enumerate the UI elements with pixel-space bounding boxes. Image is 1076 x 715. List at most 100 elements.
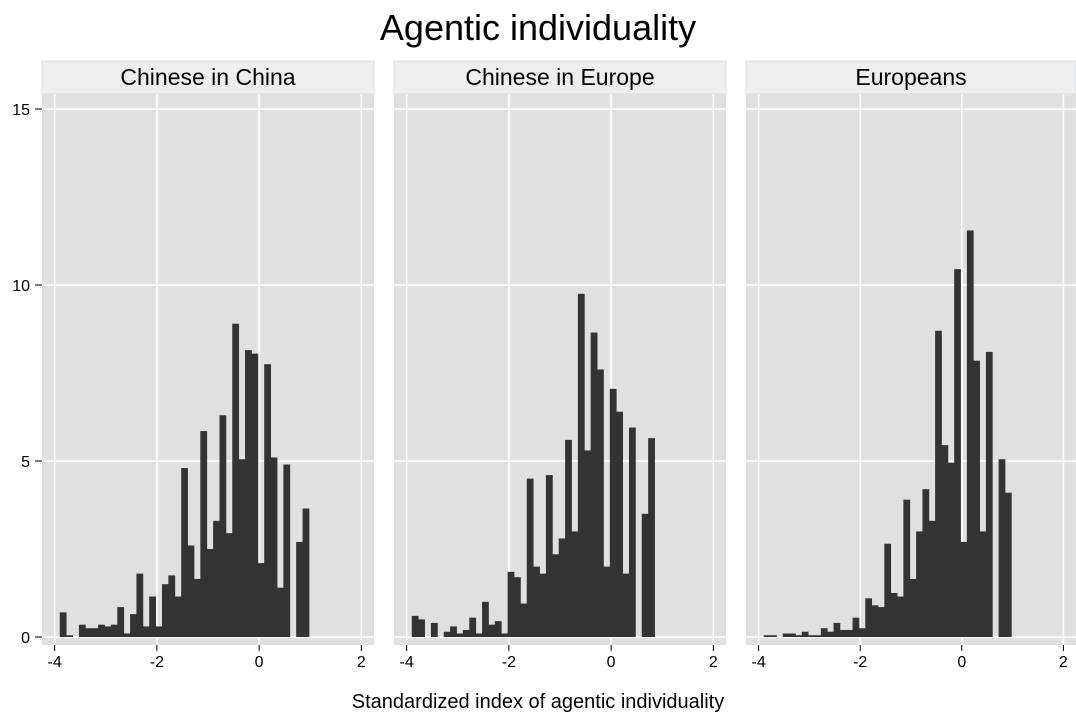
histogram-bar	[78, 624, 86, 637]
histogram-bar	[852, 617, 860, 637]
histogram-bar	[232, 323, 240, 637]
histogram-bar	[418, 619, 425, 637]
x-tick-label: -2	[502, 654, 516, 671]
histogram-bar	[609, 388, 617, 637]
chart-title: Agentic individuality	[380, 7, 696, 48]
histogram-bar	[903, 499, 911, 637]
histogram-bar	[865, 598, 873, 637]
histogram-bar	[245, 350, 252, 637]
x-tick-label: -4	[752, 654, 766, 671]
histogram-bar	[616, 411, 624, 637]
histogram-bar	[117, 607, 125, 637]
histogram-bar	[545, 475, 553, 637]
histogram-bar	[59, 612, 67, 637]
histogram-bar	[897, 596, 904, 637]
histogram-bar	[526, 478, 534, 637]
histogram-bar	[648, 438, 655, 637]
histogram-bar	[200, 431, 208, 637]
histogram-bar	[219, 415, 227, 637]
histogram-bar	[935, 330, 942, 637]
histogram-bar	[928, 520, 936, 637]
y-tick-label: 10	[12, 278, 30, 295]
histogram-bar	[558, 538, 566, 637]
histogram-bar	[302, 508, 310, 637]
histogram-bar	[488, 624, 496, 637]
histogram-bar	[571, 531, 579, 637]
facet-strip	[41, 60, 375, 95]
histogram-bar	[110, 624, 118, 637]
x-axis-label: Standardized index of agentic individual…	[352, 691, 724, 713]
histogram-bar	[155, 626, 163, 637]
histogram-bar	[85, 628, 93, 637]
histogram-bar	[858, 628, 866, 637]
histogram-bar	[884, 543, 892, 637]
histogram-bar	[820, 628, 828, 637]
x-tick-label: -2	[853, 654, 867, 671]
histogram-bar	[590, 332, 598, 637]
histogram-bar	[941, 445, 949, 637]
facet-label: Europeans	[855, 64, 966, 90]
x-tick-label: 0	[255, 654, 264, 671]
x-tick-label: 0	[957, 654, 966, 671]
histogram-bar	[814, 635, 822, 637]
histogram-bar	[998, 459, 1006, 637]
x-tick-label: -2	[150, 654, 164, 671]
histogram-bar	[98, 624, 105, 637]
histogram-bar	[565, 439, 572, 637]
histogram-bar	[877, 607, 885, 637]
histogram-bar	[450, 626, 457, 637]
histogram-bar	[539, 573, 547, 637]
histogram-bar	[296, 541, 303, 637]
histogram-bar	[174, 596, 182, 637]
histogram-bar	[91, 628, 99, 637]
histogram-bar	[257, 563, 265, 637]
histogram-bar	[136, 573, 144, 637]
histogram-bar	[187, 545, 195, 637]
facet-strip	[745, 60, 1076, 95]
histogram-bar	[469, 617, 477, 637]
histogram-bar	[1004, 492, 1012, 637]
histogram-bar	[871, 605, 879, 637]
histogram-bar	[552, 554, 560, 637]
histogram-bar	[104, 626, 112, 637]
histogram-bar	[507, 571, 515, 637]
histogram-bar	[283, 464, 291, 637]
histogram-bar	[206, 549, 214, 637]
histogram-bar	[456, 633, 464, 637]
histogram-bar	[795, 635, 803, 637]
histogram-bar	[827, 631, 834, 637]
histogram-bar	[629, 427, 636, 637]
x-tick-label: -4	[400, 654, 414, 671]
histogram-bar	[270, 457, 278, 637]
histogram-bar	[973, 360, 980, 637]
histogram-bar	[482, 601, 489, 637]
x-tick-label: -4	[48, 654, 62, 671]
facet-label: Chinese in Europe	[465, 64, 654, 90]
histogram-bar	[770, 635, 777, 637]
histogram-bar	[808, 635, 815, 637]
histogram-bar	[890, 593, 898, 637]
histogram-bar	[168, 575, 176, 637]
histogram-bar	[142, 626, 150, 637]
histogram-bar	[622, 573, 630, 637]
histogram-bar	[839, 629, 847, 637]
histogram-bar	[213, 520, 220, 637]
histogram-bar	[225, 533, 233, 637]
y-tick-label: 5	[21, 454, 30, 471]
histogram-bar	[501, 633, 509, 637]
histogram-bar	[411, 615, 419, 637]
histogram-bar	[789, 633, 796, 637]
histogram-bar	[916, 531, 923, 637]
histogram-bar	[603, 566, 611, 637]
facet-panel: Chinese in China -4 -2 0 2	[41, 60, 375, 671]
histogram-bar	[979, 531, 987, 637]
x-tick-label: 2	[709, 654, 718, 671]
histogram-bar	[430, 622, 438, 637]
histogram-bar	[123, 633, 131, 637]
histogram-bar	[181, 468, 188, 637]
histogram-bar	[514, 577, 521, 637]
y-tick-label: 15	[12, 102, 30, 119]
histogram-bar	[533, 566, 540, 637]
histogram-bar	[520, 603, 528, 637]
